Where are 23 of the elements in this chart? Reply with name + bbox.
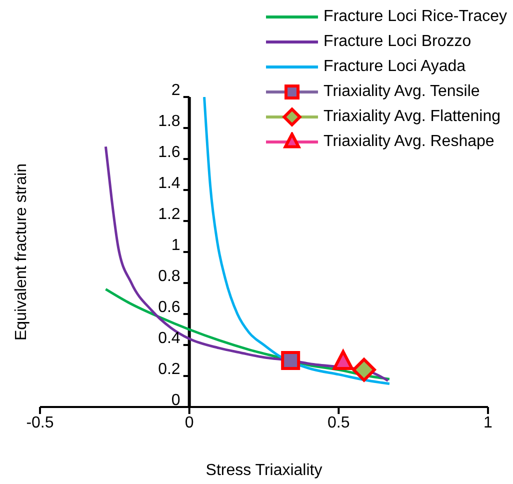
y-tick-label: 1 bbox=[171, 237, 180, 254]
y-tick-label: 0.2 bbox=[158, 361, 180, 378]
legend-label: Triaxiality Avg. Flattening bbox=[324, 108, 501, 126]
y-tick-label: 1.4 bbox=[158, 175, 180, 192]
y-tick-label: 1.2 bbox=[158, 206, 180, 223]
y-tick-label: 0.6 bbox=[158, 299, 180, 316]
x-tick-label: 0 bbox=[184, 414, 194, 432]
legend-label: Triaxiality Avg. Tensile bbox=[324, 82, 480, 100]
y-axis-title: Equivalent fracture strain bbox=[13, 164, 30, 340]
legend-label: Fracture Loci Rice-Tracey bbox=[324, 8, 507, 26]
y-tick-label: 1.6 bbox=[158, 144, 180, 161]
y-tick-label: 0 bbox=[171, 392, 180, 409]
x-axis-title: Stress Triaxiality bbox=[206, 462, 322, 479]
legend-label: Fracture Loci Brozzo bbox=[324, 32, 472, 50]
x-tick-label: 1 bbox=[484, 414, 493, 432]
y-tick-label: 0.4 bbox=[158, 330, 180, 347]
y-tick-label: 0.8 bbox=[158, 268, 180, 285]
legend-label: Triaxiality Avg. Reshape bbox=[324, 132, 494, 150]
y-tick-label: 2 bbox=[171, 82, 180, 99]
x-tick-label: -0.5 bbox=[26, 414, 54, 432]
legend-label: Fracture Loci Ayada bbox=[324, 58, 466, 76]
y-tick-label: 1.8 bbox=[158, 113, 180, 130]
x-tick-label: 0.5 bbox=[328, 414, 350, 432]
